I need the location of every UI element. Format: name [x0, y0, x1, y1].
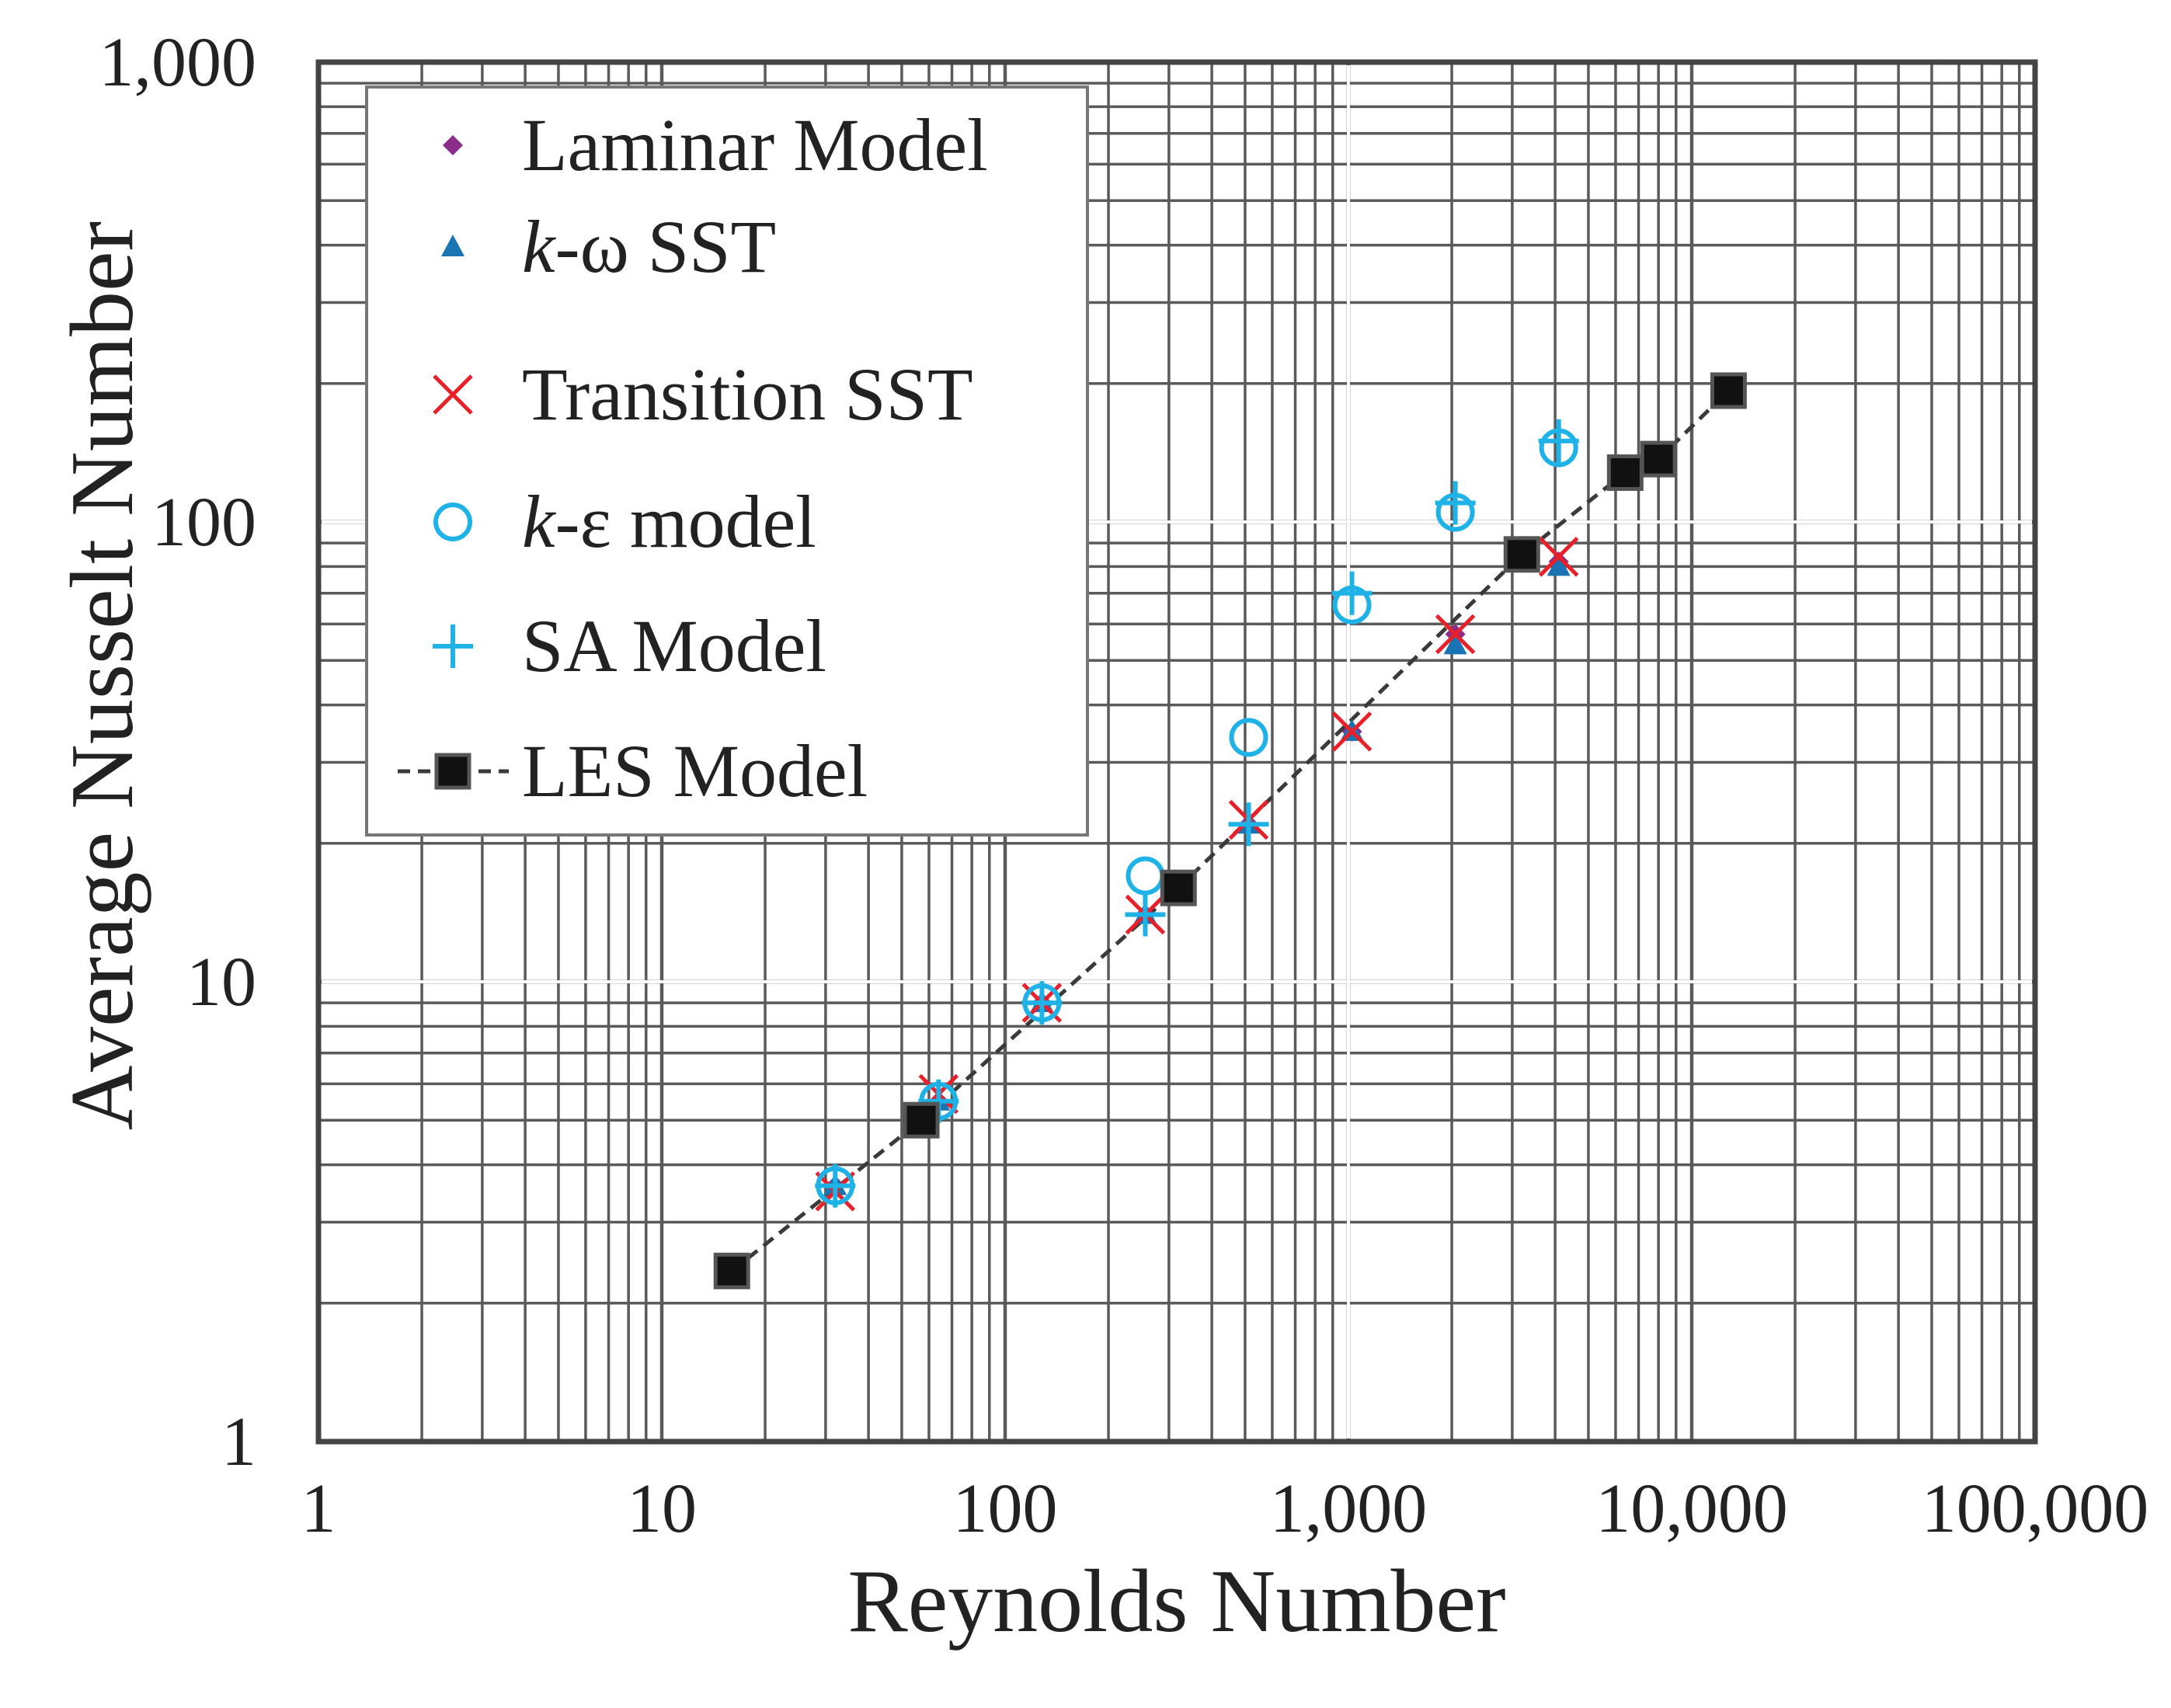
data-point-x	[1331, 711, 1373, 752]
legend-label-text: Laminar Model	[522, 103, 988, 186]
x-tick-label: 100,000	[1922, 1470, 2149, 1547]
legend-entry: SA Model	[433, 604, 826, 687]
x-tick-label: 1,000	[1270, 1470, 1428, 1547]
legend-label-text: Transition SST	[522, 353, 973, 436]
y-tick-label: 1	[221, 1404, 256, 1480]
data-point-plus	[433, 624, 473, 668]
legend-label-italic: k	[522, 480, 557, 563]
x-tick-label: 10	[627, 1470, 697, 1547]
legend-entry: k-ω SST	[441, 205, 776, 288]
tick-labels: 1 10 100 1,000 10,000 100,000 1 10 100 1,000	[99, 24, 2149, 1547]
legend-label: SA Model	[522, 604, 826, 687]
data-point-triangle	[441, 235, 464, 256]
legend-box	[365, 85, 1089, 837]
data-point-plus	[1021, 981, 1063, 1025]
data-point-diamond	[443, 135, 463, 155]
legend-label-text: -ε model	[555, 480, 816, 563]
x-tick-label: 100	[953, 1470, 1058, 1547]
data-point-plus	[815, 1164, 856, 1208]
series-les-model	[713, 372, 1747, 1289]
data-point-x	[1435, 614, 1476, 655]
data-point-circle	[1229, 718, 1268, 757]
legend-label: k-ε model	[522, 480, 816, 563]
legend-label: LES Model	[522, 729, 868, 812]
data-point-triangle	[1443, 632, 1467, 655]
legend-entry: Laminar Model	[443, 103, 988, 186]
data-point-plus	[1125, 892, 1166, 937]
legend-label-text: LES Model	[522, 729, 868, 812]
y-tick-label: 10	[186, 944, 256, 1021]
data-point-square	[713, 1252, 750, 1289]
legend-entry: LES Model	[398, 729, 868, 812]
data-point-triangle	[1546, 554, 1571, 576]
legend-label-italic: k	[522, 205, 557, 288]
data-point-square	[903, 1101, 940, 1139]
data-point-circle	[433, 503, 472, 541]
data-point-x	[1538, 537, 1579, 577]
data-point-plus	[1435, 481, 1476, 525]
legend-label: k-ω SST	[522, 205, 776, 288]
data-point-square	[1503, 536, 1540, 573]
y-axis-title: Average Nusselt Number	[53, 221, 152, 1130]
legend-label: Laminar Model	[522, 103, 988, 186]
data-point-square	[1640, 440, 1677, 478]
y-tick-label: 100	[151, 484, 256, 561]
x-stroke	[1331, 711, 1373, 752]
data-point-square	[1710, 372, 1747, 409]
data-point-square	[1160, 869, 1197, 906]
x-tick-label: 10,000	[1595, 1470, 1788, 1547]
x-stroke	[1435, 614, 1476, 655]
x-stroke	[433, 374, 473, 415]
data-point-square	[1606, 454, 1644, 492]
data-point-plus	[1331, 571, 1373, 615]
x-axis-title: Reynolds Number	[847, 1552, 1505, 1651]
data-point-plus	[1538, 419, 1579, 463]
legend-entry: Transition SST	[433, 353, 973, 436]
data-series	[713, 372, 1747, 1289]
data-point-square	[434, 753, 471, 790]
legend-entry: k-ε model	[433, 480, 816, 563]
y-tick-label: 1,000	[99, 24, 257, 101]
x-tick-label: 1	[301, 1470, 336, 1547]
plot-frame	[315, 59, 2038, 1445]
legend-label-text: SA Model	[522, 604, 826, 687]
x-stroke	[1538, 537, 1579, 577]
legend-label-text: -ω SST	[555, 205, 777, 288]
legend-label: Transition SST	[522, 353, 973, 436]
data-point-circle	[1126, 856, 1165, 896]
data-point-plus	[1228, 802, 1269, 847]
data-point-x	[433, 374, 473, 415]
